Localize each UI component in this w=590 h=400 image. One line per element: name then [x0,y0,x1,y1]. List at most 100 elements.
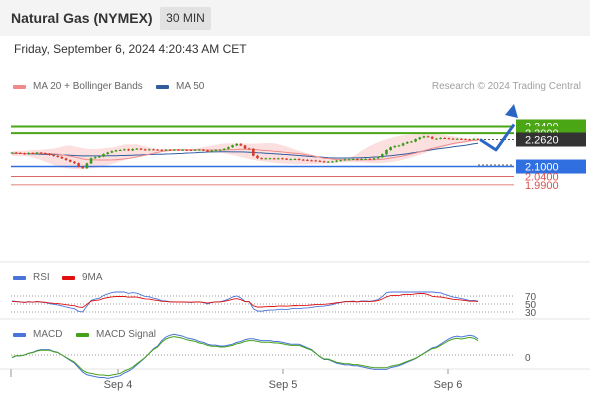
candle-body [52,155,55,157]
candle-body [410,141,413,143]
candle-body [14,152,18,154]
x-axis-label: Sep 4 [104,379,133,391]
candle-body [326,161,330,163]
candle-body [214,149,218,151]
candle-body [19,153,22,155]
candle-body [123,149,126,151]
candle-body [218,149,222,151]
candle-body [164,149,168,151]
candle-body [235,143,238,146]
candle-body [468,139,471,141]
candle-body [364,158,367,160]
rsi-9ma-line [11,293,479,308]
candle-body [64,158,68,161]
legend-9ma-label: 9MA [82,272,103,283]
candle-body [60,156,64,159]
legend-macd: MACD [13,329,62,340]
candle-body [102,154,105,157]
candle-body [193,149,197,151]
ma9-swatch [62,275,75,280]
candle-body [389,147,392,151]
candle-body [405,142,409,144]
candle-body [31,153,35,155]
candle-body [106,152,109,155]
last-price-tag [516,132,586,147]
legend-ma20-label: MA 20 + Bollinger Bands [33,81,143,92]
last-price-label: 2.2620 [525,135,559,147]
candle-body [139,148,143,150]
candle-body [285,158,288,160]
candle-body [372,158,376,160]
macd-line [11,333,479,379]
timeframe-button[interactable]: 30 MIN [160,7,211,30]
candle-body [189,150,193,152]
ma20-line [11,139,478,161]
candle-body [143,149,147,151]
candle-body [464,139,467,141]
candle-body [397,145,401,147]
candle-body [118,150,122,152]
candle-body [177,149,180,151]
candle-body [252,148,255,156]
candle-body [56,156,60,158]
candle-body [264,158,268,160]
candle-body [43,153,47,155]
candle-body [368,158,372,160]
candle-body [356,159,359,161]
candle-body [256,155,259,159]
candle-body [77,163,80,167]
candle-body [168,149,172,151]
header-bar [0,0,590,36]
bollinger-band [12,133,478,169]
candle-body [393,146,397,148]
candle-body [451,138,455,140]
candle-body [339,160,342,162]
candle-body [430,136,434,139]
candle-body [418,137,422,140]
rsi-tick-50: 50 [525,300,537,311]
candle-body [156,149,159,151]
candle-body [210,150,214,152]
support-1-label: 2.0400 [525,172,559,184]
x-axis-label: Sep 6 [434,379,463,391]
legend-9ma: 9MA [62,272,103,283]
candle-body [27,153,30,155]
candle-body [48,153,51,156]
candle-body [301,159,305,161]
rsi-tick-70: 70 [525,292,537,303]
ma50-line [11,142,479,159]
candle-body [385,150,388,155]
candle-body [243,145,247,149]
legend-macd-signal-label: MACD Signal [96,329,157,340]
legend-ma50: MA 50 [156,81,204,92]
candle-body [293,159,297,161]
candle-body [272,158,276,160]
legend-rsi-label: RSI [33,272,50,283]
candle-body [35,152,39,154]
candle-body [472,138,476,140]
candle-body [376,157,380,159]
candle-body [401,143,405,146]
candle-body [331,161,334,163]
candle-body [276,158,280,160]
candle-body [297,159,301,161]
instrument-title: Natural Gas (NYMEX) [11,10,153,26]
candle-body [381,154,384,158]
candle-body [439,137,442,139]
candle-body [422,136,426,138]
candle-body [347,159,351,161]
candle-body [322,161,326,163]
candle-body [197,149,201,151]
candle-body [135,148,139,150]
candle-body [460,138,463,140]
candle-body [231,145,234,148]
candle-body [206,150,209,152]
candle-body [314,160,318,162]
research-credit: Research © 2024 Trading Central [431,81,581,92]
candle-body [181,149,184,151]
candle-body [476,138,480,140]
candle-body [23,153,26,155]
forecast-arrow-head [505,104,518,118]
candle-body [110,151,114,153]
